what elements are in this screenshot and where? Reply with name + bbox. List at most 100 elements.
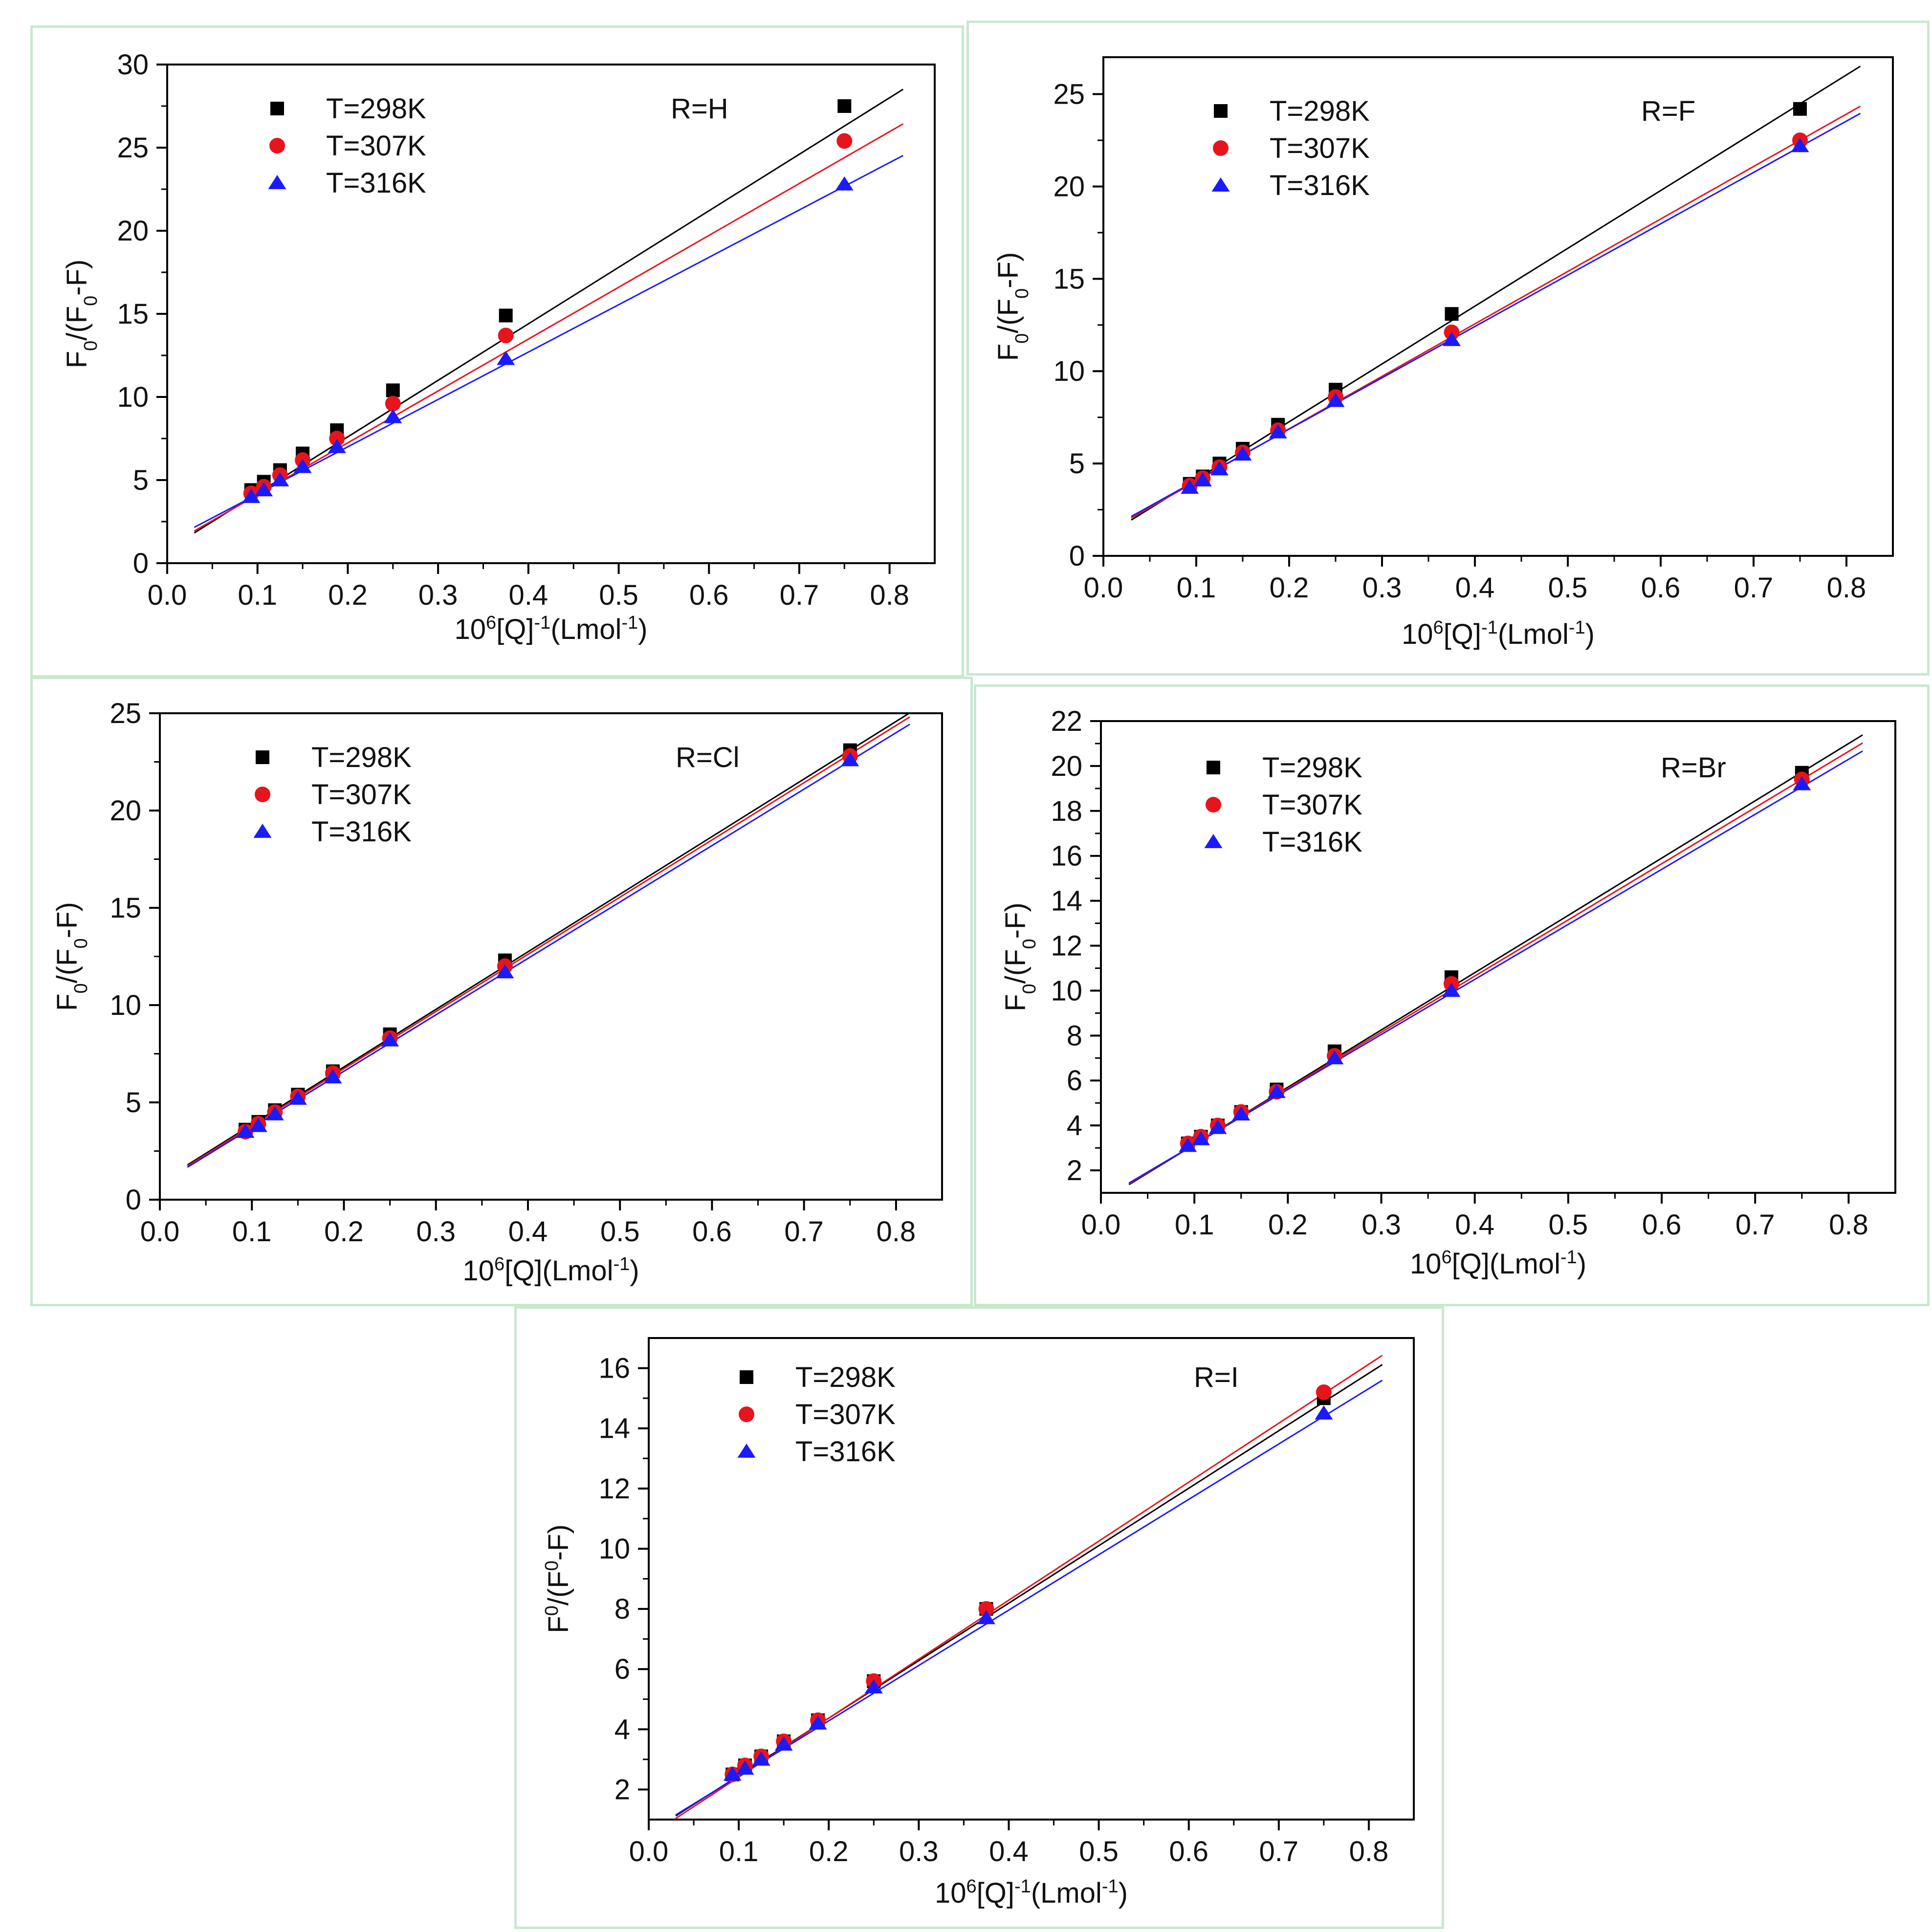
y-axis-title: F0/(F0-F) [61,260,101,369]
fit-line-T=316K [194,154,904,528]
x-tick-label: 0.4 [1455,572,1495,604]
plot-frame [1102,56,1894,557]
legend-label: T=316K [326,167,426,199]
x-tick-label: 0.2 [328,579,368,611]
data-point-T=316K [1326,393,1345,407]
x-tick-label: 0.1 [719,1836,759,1867]
data-point-T=316K [265,1106,284,1120]
x-tick-label: 0.1 [238,579,277,611]
x-tick-label: 0.2 [1270,572,1309,604]
y-tick-label: 15 [1053,263,1085,295]
data-point-T=316K [977,1610,995,1625]
y-tick-label: 15 [110,892,141,924]
y-tick-label: 10 [117,381,149,413]
fit-line-T=298K [1131,66,1861,521]
legend-marker-T=298K [256,750,269,764]
x-axis-title: 106[Q]-1(Lmol-1) [455,613,648,645]
data-point-T=316K [1442,331,1461,346]
y-tick-label: 0 [1069,540,1085,572]
data-point-T=316K [1793,776,1811,790]
y-tick-label: 15 [117,298,149,330]
x-axis-title: 106[Q]-1(Lmol-1) [935,1876,1128,1909]
x-axis-title: 106[Q](Lmol-1) [462,1254,639,1287]
fit-line-T=307K [194,123,904,532]
x-tick-label: 0.1 [1177,572,1216,604]
x-tick-label: 0.8 [1827,572,1866,604]
data-point-T=316K [1315,1405,1333,1420]
data-point-T=316K [288,1090,307,1105]
legend-label: T=298K [795,1361,896,1393]
x-tick-label: 0.6 [689,579,729,611]
legend-label: T=307K [1270,132,1370,164]
data-point-T=316K [774,1736,793,1751]
fit-line-T=298K [194,88,904,534]
y-tick-label: 20 [110,795,141,827]
x-tick-label: 0.7 [784,1216,824,1248]
x-tick-label: 0.3 [1362,572,1402,604]
data-point-T=316K [1192,1131,1210,1145]
x-tick-label: 0.0 [1084,572,1123,604]
x-tick-label: 0.7 [1734,572,1774,604]
y-tick-label: 12 [1051,930,1082,962]
chart-panel-f: 0.0 0.1 0.2 0.3 0.4 0.5 0.6 0.7 0.8 0 5 10 15 20 25 106… [966,21,1930,676]
x-tick-label: 0.3 [899,1836,939,1867]
legend-marker-T=307K [1206,797,1221,812]
legend-marker-T=316K [268,175,286,189]
chart-cl: 0.0 0.1 0.2 0.3 0.4 0.5 0.6 0.7 0.8 0 5 10 15 20 25 106… [51,698,943,1287]
x-tick-label: 0.8 [877,1216,916,1248]
x-tick-label: 0.0 [140,1216,180,1248]
legend-marker-T=298K [740,1370,753,1384]
y-tick-label: 2 [615,1774,630,1805]
data-point-T=298K [837,99,852,113]
data-point-T=316K [723,1766,742,1781]
fit-line-T=316K [675,1380,1383,1816]
y-tick-label: 5 [1069,448,1085,480]
data-point-T=298K [1445,307,1459,321]
x-tick-label: 0.8 [870,579,909,611]
legend-label: T=307K [1262,789,1362,821]
x-tick-label: 0.4 [509,579,549,611]
legend-label: T=316K [311,816,412,848]
data-point-T=316K [1269,424,1287,439]
legend-label: T=298K [1270,95,1370,127]
plot-frame [159,712,943,1201]
data-point-T=316K [1233,446,1252,461]
substituent-annotation: R=I [1194,1361,1239,1393]
data-point-T=316K [1267,1084,1286,1098]
data-point-T=316K [242,488,261,503]
x-tick-label: 0.4 [508,1216,548,1248]
data-point-T=316K [293,459,312,473]
legend-label: T=316K [1270,170,1370,201]
x-tick-label: 0.6 [692,1216,732,1248]
y-tick-label: 14 [598,1413,630,1445]
fit-line-T=316K [1128,750,1863,1184]
data-point-T=316K [1210,461,1229,476]
x-tick-label: 0.6 [1642,1209,1682,1241]
legend-label: T=307K [326,130,426,162]
legend-label: T=298K [1262,752,1362,784]
x-tick-label: 0.7 [780,579,819,611]
y-tick-label: 16 [1051,840,1082,872]
x-tick-label: 0.7 [1735,1209,1775,1241]
y-tick-label: 16 [598,1353,630,1384]
y-tick-label: 20 [1053,171,1085,202]
data-point-T=316K [236,1123,255,1138]
data-point-T=316K [1442,983,1461,997]
data-point-T=298K [1793,102,1807,116]
y-tick-label: 18 [1051,795,1082,827]
data-point-T=307K [1316,1384,1332,1400]
substituent-annotation: R=Br [1661,752,1726,784]
chart-h: 0.0 0.1 0.2 0.3 0.4 0.5 0.6 0.7 0.8 0 5 10 15 20 25 30 1… [61,49,936,645]
x-tick-label: 0.2 [809,1836,849,1867]
chart-panel-cl: 0.0 0.1 0.2 0.3 0.4 0.5 0.6 0.7 0.8 0 5 10 15 20 25 106… [30,677,973,1306]
plot-frame [1100,720,1896,1194]
y-tick-label: 10 [110,989,141,1021]
data-point-T=316K [1181,480,1199,494]
x-tick-label: 0.5 [1548,572,1588,604]
substituent-annotation: R=H [671,93,728,125]
x-tick-label: 0.2 [1268,1209,1308,1241]
y-tick-label: 12 [598,1473,630,1505]
data-point-T=316K [497,351,515,365]
data-point-T=316K [324,1069,342,1084]
y-tick-label: 30 [117,49,149,81]
